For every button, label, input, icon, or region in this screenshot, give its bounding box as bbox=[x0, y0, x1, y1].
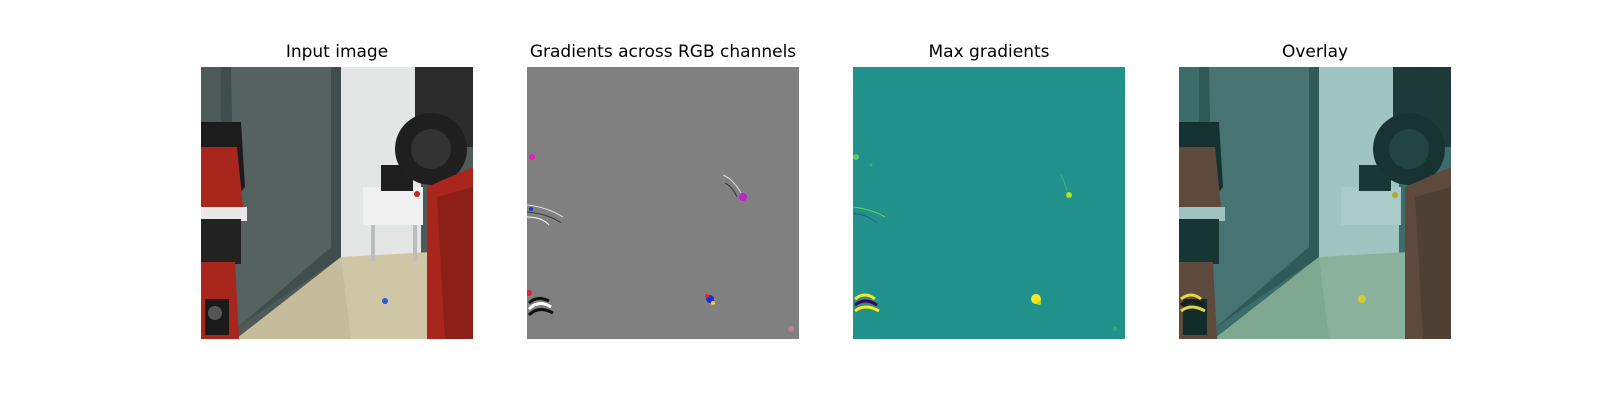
panel-title-input-image: Input image bbox=[285, 42, 389, 62]
panel-title-overlay: Overlay bbox=[1281, 42, 1349, 62]
panel-title-gradients-rgb: Gradients across RGB channels bbox=[529, 42, 797, 62]
max-gradients-image bbox=[853, 67, 1125, 339]
input-image bbox=[201, 67, 473, 339]
panel-title-max-gradients: Max gradients bbox=[928, 42, 1050, 62]
gradients-rgb-image bbox=[527, 67, 799, 339]
overlay-image bbox=[1179, 67, 1451, 339]
